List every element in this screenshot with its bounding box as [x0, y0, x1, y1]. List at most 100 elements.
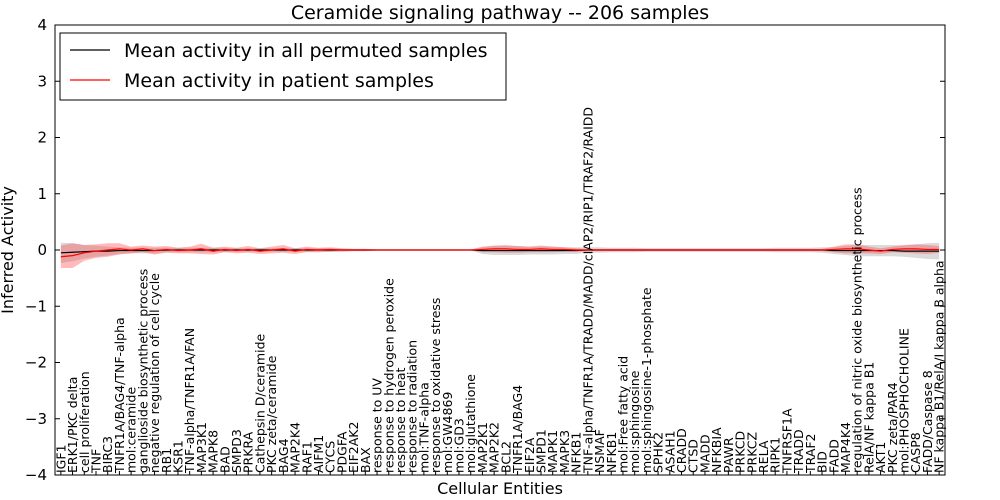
x-tick-label: IGF1 [53, 444, 68, 473]
y-tick-label: 1 [37, 185, 47, 203]
x-tick-label: TRAF2 [803, 433, 818, 474]
legend: Mean activity in all permuted samples Me… [59, 32, 507, 101]
x-tick-label: EIF2A [522, 437, 537, 473]
x-tick-label: AKT1 [873, 442, 888, 473]
y-tick-label: 3 [37, 72, 47, 90]
x-tick-label: TNFR1A/BAG4/TNF-alpha [112, 317, 127, 474]
x-tick-label: CASP8 [908, 432, 923, 473]
x-tick-label: TNF [88, 449, 103, 474]
x-tick-label: ERK1/PKC delta [65, 377, 80, 473]
x-tick-label: mol:ceramide [124, 387, 139, 473]
x-tick-label: MAP2K4 [288, 422, 303, 473]
series-lines [60, 248, 940, 258]
x-tick-label: MAPK1 [545, 430, 560, 473]
x-tick-label: response to UV [370, 378, 385, 473]
x-tick-label: mol:sphingosine [627, 370, 642, 473]
x-tick-label: BAG4 [276, 438, 291, 473]
x-tick-label: response to radiation [405, 340, 420, 473]
x-tick-label: MAP2K1 [475, 422, 490, 473]
legend-label-permuted: Mean activity in all permuted samples [124, 40, 487, 62]
x-tick-label: PAWR [721, 437, 736, 473]
y-axis-label: Inferred Activity [0, 186, 17, 314]
legend-box [59, 32, 507, 101]
x-tick-label: PDGFA [334, 431, 349, 473]
y-tick-label: −4 [25, 466, 47, 484]
x-tick-label: regulation of nitric oxide biosynthetic … [850, 187, 865, 473]
x-tick-label: SMPD1 [533, 429, 548, 473]
x-tick-label: mol:glutathione [463, 374, 478, 473]
x-tick-label: mol:TNF-alpha [416, 382, 431, 473]
x-tick-label: mol:GW4869 [440, 392, 455, 473]
x-tick-label: mol:PHOSPHOCHOLINE [897, 328, 912, 473]
x-tick-label: Cathepsin D/ceramide [252, 333, 267, 473]
x-tick-label: TNFR1A/BAG4 [510, 385, 525, 474]
x-tick-label: response to oxidative stress [428, 298, 443, 473]
x-tick-label: TNF-alpha/TNFR1A/TRADD/MADD/cIAP2/RIP1/T… [580, 107, 595, 474]
x-axis-label: Cellular Entities [437, 479, 563, 498]
legend-label-patient: Mean activity in patient samples [124, 70, 434, 92]
y-tick-label: 0 [37, 241, 47, 259]
x-tick-label: MAP4K4 [838, 422, 853, 473]
x-tick-label: BAD [217, 446, 232, 473]
x-tick-label: FADD [826, 439, 841, 473]
x-tick-label: cell proliferation [77, 371, 92, 473]
x-tick-label: BCL2 [498, 441, 513, 473]
line-patient [60, 248, 940, 258]
x-tick-label: response to heat [393, 367, 408, 473]
x-tick-label: FADD/Caspase 8 [920, 370, 935, 473]
x-tick-label: NFKBIA [709, 427, 724, 473]
x-tick-label: NF kappa B1/RelA/I kappa B alpha [932, 260, 947, 473]
x-tick-label: RB1 [159, 448, 174, 473]
x-tick-label: KSR1 [170, 440, 185, 473]
y-tick-label: −3 [25, 410, 47, 428]
x-tick-label: ganglioside biosynthetic process [135, 269, 150, 473]
x-tick-label: CRADD [674, 428, 689, 473]
x-tick-label: RIPK1 [768, 437, 783, 473]
y-tick-label: 4 [37, 16, 47, 34]
x-tick-label: mol:Free fatty acid [615, 356, 630, 473]
confidence-bands [60, 242, 940, 268]
x-tick-label: response to hydrogen peroxide [381, 278, 396, 473]
x-tick-label: PRKRA [241, 431, 256, 473]
y-tick-label: 2 [37, 129, 47, 147]
x-tick-label: BID [815, 451, 830, 473]
x-tick-label: MADD [697, 434, 712, 473]
x-tick-label: RELA [756, 440, 771, 473]
chart-title: Ceramide signaling pathway -- 206 sample… [291, 2, 709, 24]
x-tick-label: PRKCZ [744, 432, 759, 473]
band-permuted [60, 242, 940, 263]
x-tick-label: NSMAF [592, 429, 607, 473]
x-tick-label: MAPK8 [206, 430, 221, 473]
plot-area [54, 24, 946, 476]
x-tick-label: PKC zeta/PAR4 [885, 382, 900, 473]
x-tick-label: AIFM1 [311, 435, 326, 473]
y-tick-label: −2 [25, 354, 47, 372]
x-tick-label: EIF2AK2 [346, 422, 361, 473]
y-tick-label: −1 [25, 297, 47, 315]
x-tick-label: TNF-alpha/TNFR1A/FAN [182, 328, 197, 474]
x-tick-label: PRKCD [733, 431, 748, 473]
x-tick-label: PKC zeta/ceramide [264, 355, 279, 473]
x-tick-label: BIRC3 [100, 436, 115, 473]
x-tick-label: negative regulation of cell cycle [147, 273, 162, 473]
x-tick-label: CYCS [323, 441, 338, 473]
x-tick-label: TRADD [791, 429, 806, 474]
band-patient [60, 243, 940, 268]
x-tick-label: NFKB1 [604, 432, 619, 473]
x-tick-label: mol:GD3 [452, 418, 467, 473]
x-tick-label: MAP3K1 [194, 422, 209, 473]
x-tick-label: SMPD3 [229, 429, 244, 473]
x-tick-label: RelA/NF kappa B1 [861, 362, 876, 473]
x-tick-label: BAX [358, 447, 373, 473]
x-tick-label: RAF1 [299, 441, 314, 473]
x-tick-label: mol:sphingosine-1-phosphate [639, 287, 654, 473]
x-tick-label: TNFRSF1A [779, 408, 794, 474]
x-tick-label: CTSD [686, 439, 701, 473]
x-tick-label: SPHK2 [651, 432, 666, 473]
x-tick-label: MAP2K2 [487, 422, 502, 473]
x-tick-label: ASAH1 [662, 430, 677, 473]
y-ticks: −4 −3 −2 −1 0 1 2 3 4 [25, 16, 945, 484]
x-tick-label: NFKB1 [569, 432, 584, 473]
